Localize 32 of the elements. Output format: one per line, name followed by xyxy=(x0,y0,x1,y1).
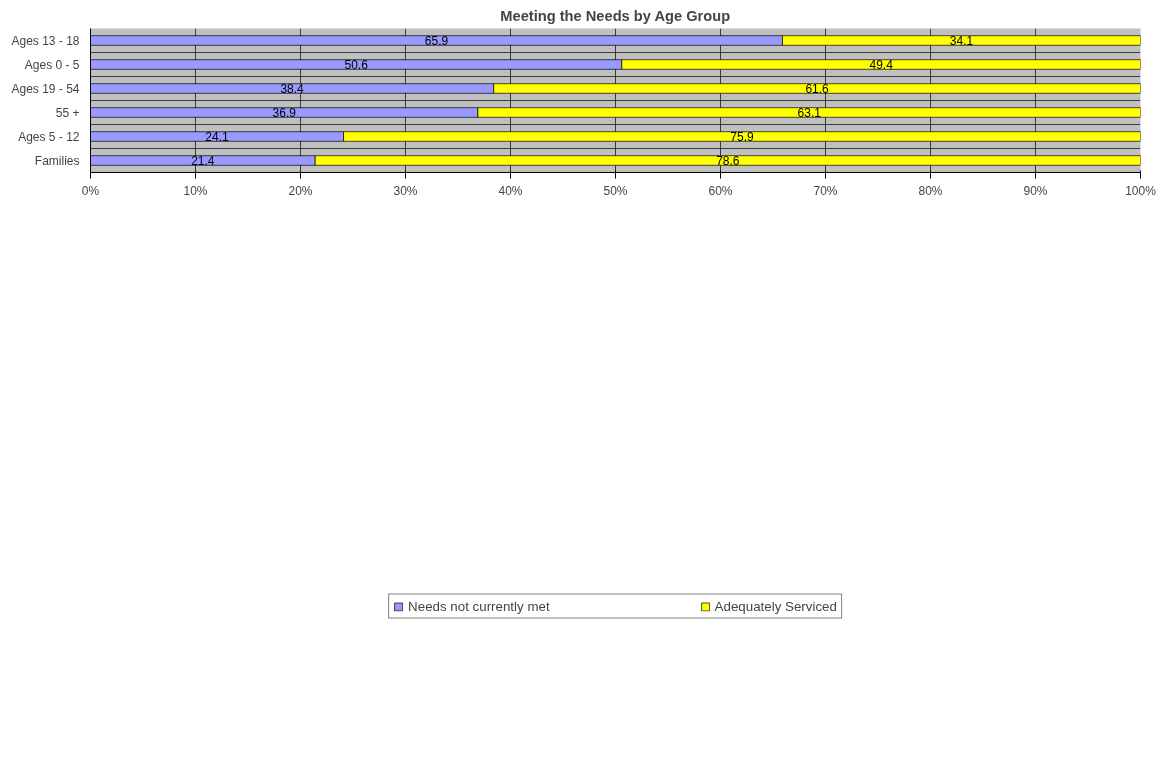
y-tick-label: Ages 5 - 12 xyxy=(18,129,80,144)
legend-label: Needs not currently met xyxy=(408,598,550,614)
y-tick-label: Ages 0 - 5 xyxy=(24,57,80,72)
data-label: 63.1 xyxy=(797,106,822,120)
x-tick-label: 80% xyxy=(918,183,943,198)
y-tick-label: Ages 13 - 18 xyxy=(11,33,80,48)
y-tick-label: Ages 19 - 54 xyxy=(11,81,80,96)
x-tick-label: 20% xyxy=(288,183,313,198)
data-label: 21.4 xyxy=(191,154,215,168)
data-label: 36.9 xyxy=(272,106,297,120)
x-tick-label: 30% xyxy=(393,183,418,198)
data-label: 34.1 xyxy=(949,34,974,48)
y-tick-label: 55 + xyxy=(55,105,80,120)
x-tick-label: 100% xyxy=(1125,183,1157,198)
legend-label: Adequately Serviced xyxy=(714,598,837,614)
data-label: 50.6 xyxy=(344,58,369,72)
data-label: 38.4 xyxy=(280,82,305,96)
x-tick-label: 90% xyxy=(1023,183,1048,198)
data-label: 24.1 xyxy=(205,130,230,144)
data-label: 49.4 xyxy=(869,58,894,72)
data-label: 75.9 xyxy=(730,130,755,144)
data-label: 78.6 xyxy=(716,154,740,168)
x-tick-label: 50% xyxy=(603,183,628,198)
x-tick-label: 10% xyxy=(183,183,208,198)
data-label: 61.6 xyxy=(805,82,830,96)
y-tick-label: Families xyxy=(34,153,80,168)
data-label: 65.9 xyxy=(424,34,449,48)
x-tick-label: 60% xyxy=(708,183,733,198)
x-tick-label: 70% xyxy=(813,183,838,198)
x-tick-label: 0% xyxy=(81,183,100,198)
x-tick-label: 40% xyxy=(498,183,523,198)
chart-title: Meeting the Needs by Age Group xyxy=(500,7,731,24)
